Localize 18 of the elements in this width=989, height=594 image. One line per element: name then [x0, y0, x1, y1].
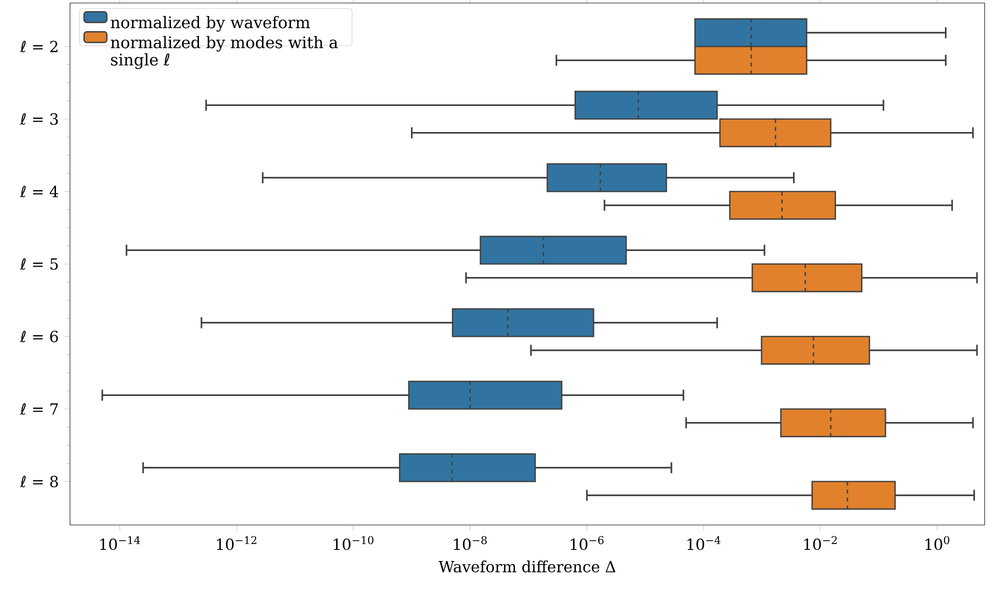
x-tick-label: 10$^{0}$ [926, 536, 950, 550]
x-tick-label: 10$^{−2}$ [804, 536, 837, 550]
x-tick-label: 10$^{−10}$ [334, 536, 374, 550]
y-tick-label: ℓ = 2 [20, 40, 58, 52]
x-tick-label: 10$^{−4}$ [688, 536, 720, 550]
y-tick-label: ℓ = 3 [20, 113, 58, 125]
legend-label: normalized by waveform [110, 16, 310, 32]
x-tick-label: 10$^{−8}$ [454, 536, 487, 550]
x-tick-label: 10$^{−12}$ [217, 536, 256, 550]
x-axis-title: Waveform difference Δ [438, 560, 616, 572]
legend-label: normalized by modes with a single ℓ [110, 36, 338, 69]
y-tick-label: ℓ = 7 [20, 403, 58, 415]
y-tick-label: ℓ = 4 [20, 186, 58, 198]
y-tick-label: ℓ = 8 [20, 476, 58, 488]
y-tick-label: ℓ = 6 [20, 330, 58, 342]
x-tick-label: 10$^{−14}$ [100, 536, 140, 550]
x-tick-label: 10$^{−6}$ [570, 536, 604, 550]
y-tick-label: ℓ = 5 [20, 258, 58, 270]
